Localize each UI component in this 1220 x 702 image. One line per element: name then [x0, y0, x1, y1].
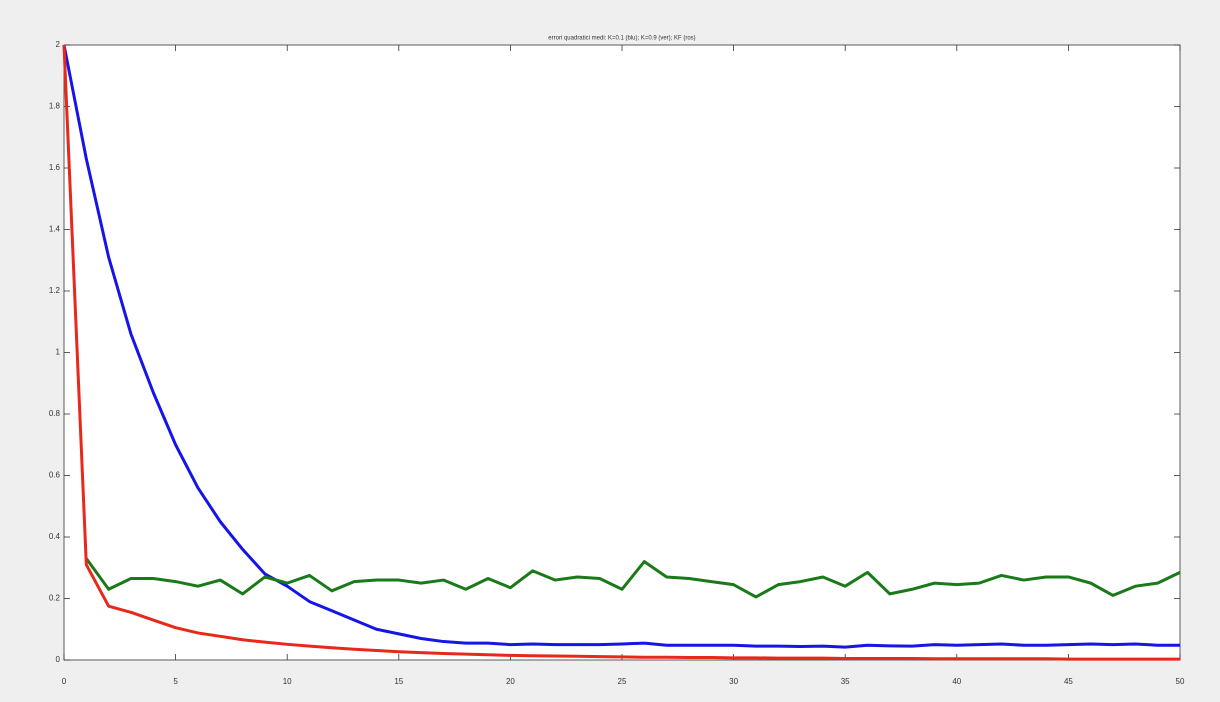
- y-tick-label: 1: [56, 348, 61, 357]
- x-tick-label: 5: [173, 677, 178, 686]
- x-tick-label: 40: [952, 677, 961, 686]
- x-tick-label: 35: [841, 677, 850, 686]
- plot-area: [63, 44, 1181, 661]
- x-tick-label: 15: [394, 677, 403, 686]
- x-tick-label: 25: [618, 677, 627, 686]
- y-tick-label: 0.8: [49, 409, 61, 418]
- chart-title: errori quadratici medi: K=0.1 (blu); K=0…: [548, 36, 695, 42]
- y-tick-label: 1.4: [49, 225, 61, 234]
- x-tick-label: 50: [1176, 677, 1185, 686]
- data-line: [85, 557, 1181, 599]
- y-tick-label: 1.6: [49, 163, 61, 172]
- y-tick-label: 2: [56, 40, 61, 49]
- data-line: [62, 44, 1180, 661]
- y-tick-label: 0.4: [49, 532, 61, 541]
- x-tick-label: 45: [1064, 677, 1073, 686]
- y-tick-label: 0: [56, 655, 61, 664]
- x-tick-label: 30: [729, 677, 738, 686]
- y-tick-label: 1.2: [49, 286, 61, 295]
- y-tick-label: 0.6: [49, 471, 61, 480]
- x-tick-label: 20: [506, 677, 515, 686]
- x-tick-label: 10: [283, 677, 292, 686]
- y-tick-label: 1.8: [49, 102, 61, 111]
- x-tick-label: 0: [62, 677, 67, 686]
- data-line: [62, 44, 1180, 649]
- y-tick-label: 0.2: [49, 594, 61, 603]
